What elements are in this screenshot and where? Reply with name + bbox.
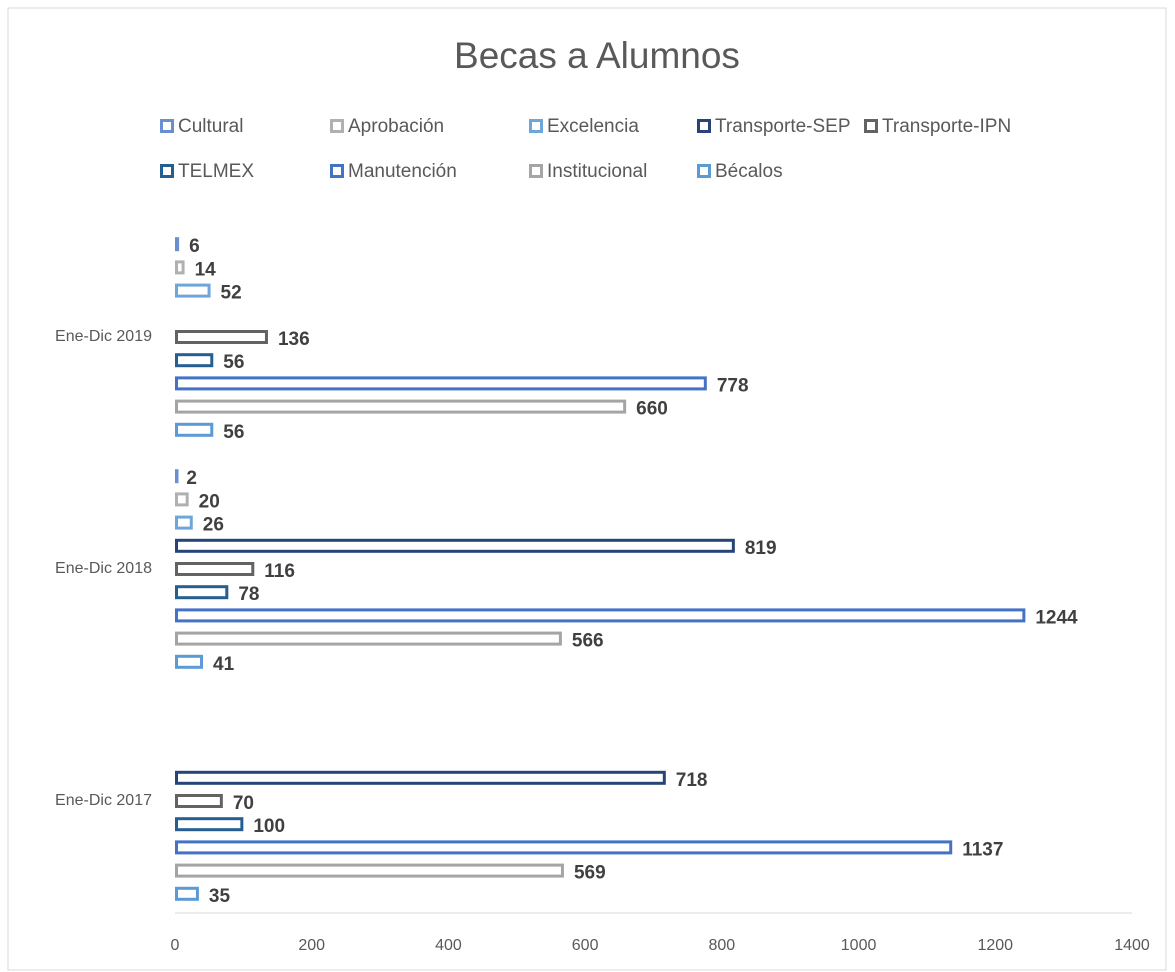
value-label: 56 — [223, 352, 244, 373]
legend-swatch — [529, 119, 543, 133]
bar — [175, 631, 562, 646]
legend-label: Excelencia — [547, 116, 639, 137]
x-tick-label: 1200 — [977, 937, 1013, 954]
value-label: 569 — [574, 863, 606, 884]
bar — [175, 840, 953, 855]
bar — [175, 654, 204, 669]
bar — [175, 376, 707, 391]
bar — [175, 794, 223, 808]
y-tick-label: Ene-Dic 2017 — [55, 792, 152, 809]
legend-swatch — [330, 119, 344, 133]
value-label: 6 — [189, 236, 200, 257]
x-tick-label: 600 — [572, 937, 599, 954]
value-label: 41 — [213, 654, 235, 675]
x-tick-label: 0 — [171, 937, 180, 954]
bar — [175, 237, 180, 252]
chart-border — [7, 7, 1167, 971]
bar — [175, 422, 214, 437]
value-label: 1244 — [1035, 607, 1078, 628]
legend-swatch — [160, 164, 174, 178]
y-tick-label: Ene-Dic 2018 — [55, 560, 152, 577]
value-label: 1137 — [962, 839, 1003, 860]
legend-swatch — [160, 119, 174, 133]
legend-label: TELMEX — [178, 161, 254, 182]
value-label: 778 — [717, 375, 749, 396]
bar — [175, 770, 666, 785]
bar — [175, 817, 244, 832]
legend-label: Manutención — [348, 161, 457, 182]
value-label: 35 — [209, 886, 231, 907]
y-tick-label: Ene-Dic 2019 — [55, 328, 152, 345]
value-label: 26 — [203, 515, 224, 536]
bar — [175, 608, 1026, 623]
legend-label: Cultural — [178, 116, 243, 137]
bar — [175, 283, 211, 298]
legend-label: Bécalos — [715, 161, 783, 182]
bar — [175, 330, 268, 344]
value-label: 660 — [636, 399, 668, 420]
bar — [175, 492, 189, 507]
legend-swatch — [697, 119, 711, 133]
legend-swatch — [330, 164, 344, 178]
legend-swatch — [697, 164, 711, 178]
bar — [175, 538, 735, 553]
value-label: 56 — [223, 422, 244, 443]
bar — [175, 399, 627, 414]
x-tick-label: 200 — [298, 937, 325, 954]
bar — [175, 863, 564, 878]
bar — [175, 585, 229, 600]
value-label: 2 — [186, 468, 197, 489]
bar — [175, 469, 179, 484]
x-tick-label: 800 — [709, 937, 736, 954]
bar — [175, 353, 214, 368]
bar — [175, 886, 199, 901]
legend-label: Transporte-IPN — [882, 116, 1011, 137]
x-tick-label: 1400 — [1114, 937, 1150, 954]
value-label: 116 — [264, 561, 295, 582]
legend-label: Institucional — [547, 161, 647, 182]
value-label: 136 — [278, 329, 310, 350]
value-label: 14 — [195, 259, 217, 280]
value-label: 718 — [676, 770, 708, 791]
value-label: 100 — [253, 816, 285, 837]
value-label: 566 — [572, 631, 604, 652]
bar — [175, 562, 255, 576]
legend-swatch — [864, 119, 878, 133]
x-tick-label: 1000 — [841, 937, 877, 954]
value-label: 52 — [221, 283, 242, 304]
legend-swatch — [529, 164, 543, 178]
legend-label: Transporte-SEP — [715, 116, 851, 137]
legend-label: Aprobación — [348, 116, 444, 137]
bar — [175, 260, 185, 275]
value-label: 819 — [745, 538, 777, 559]
value-label: 20 — [199, 491, 220, 512]
value-label: 78 — [238, 584, 259, 605]
value-label: 70 — [233, 793, 254, 814]
bar — [175, 515, 193, 530]
x-tick-label: 400 — [435, 937, 462, 954]
chart-title: Becas a Alumnos — [454, 35, 740, 76]
